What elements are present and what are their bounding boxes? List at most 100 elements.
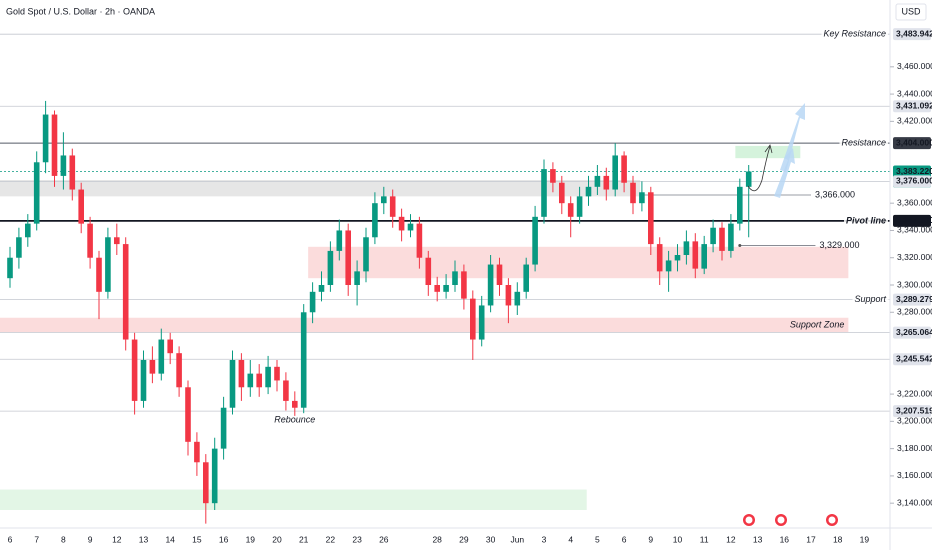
candle-body xyxy=(567,203,574,217)
candle-body xyxy=(648,192,654,245)
y-tick-label: 3,460.000 xyxy=(897,61,932,71)
price-label: 3,347.000 xyxy=(896,215,932,225)
level-name-bg xyxy=(843,214,888,227)
y-tick-label: 3,200.000 xyxy=(897,416,932,426)
candle-body xyxy=(541,169,547,217)
x-tick-label: 6 xyxy=(622,534,627,544)
candle-body xyxy=(389,196,396,217)
candle-body xyxy=(550,169,556,183)
y-tick-label: 3,300.000 xyxy=(897,279,932,289)
currency-box[interactable] xyxy=(895,3,927,21)
price-label-box xyxy=(893,28,931,41)
segment-dot xyxy=(738,243,742,247)
price-label-box xyxy=(893,100,931,113)
candle-body xyxy=(345,230,351,285)
x-tick-label: 9 xyxy=(648,534,653,544)
candle-body xyxy=(309,291,316,313)
candle-body xyxy=(176,353,182,388)
candle-body xyxy=(639,192,645,204)
y-tick-label: 3,440.000 xyxy=(897,88,932,98)
x-tick-label: 16 xyxy=(219,534,229,544)
candle-body xyxy=(452,271,458,285)
candle-body xyxy=(336,230,343,251)
axes: 3,140.000 3,160.000 3,180.000 3,200.000 3,22… xyxy=(8,28,932,544)
candle-body xyxy=(211,448,218,504)
price-label-box xyxy=(893,405,931,418)
candle-body xyxy=(69,155,76,190)
candle-body xyxy=(16,237,22,258)
price-label: 3,265.064 xyxy=(896,327,932,337)
x-tick-label: 16 xyxy=(780,534,790,544)
candle-body xyxy=(33,162,40,224)
price-label: 3,289.279 xyxy=(896,294,932,304)
y-tick-label: 3,420.000 xyxy=(897,116,932,126)
candle-body xyxy=(158,339,165,374)
candle-body xyxy=(274,366,280,381)
zone xyxy=(0,489,587,510)
candle-body xyxy=(674,255,681,261)
candle-body xyxy=(60,155,67,176)
candle-body xyxy=(363,237,369,272)
candle-body xyxy=(300,312,307,408)
blue-arrow xyxy=(780,103,805,172)
price-label: 3,383.220 xyxy=(896,166,932,176)
price-label: 3,483.942 xyxy=(896,28,932,38)
x-tick-label: 30 xyxy=(486,534,496,544)
candle-body xyxy=(292,400,298,408)
x-tick-label: 9 xyxy=(88,534,93,544)
candle-body xyxy=(559,182,565,204)
level-name: Resistance xyxy=(841,138,886,148)
level-name-bg xyxy=(821,27,888,40)
segment-label: 3,329.000 xyxy=(819,240,859,250)
candle-body xyxy=(256,373,262,388)
x-tick-label: 13 xyxy=(139,534,149,544)
candle-body xyxy=(327,250,334,285)
event-icons xyxy=(743,514,838,526)
candle-body xyxy=(42,114,49,163)
candle-body xyxy=(470,298,476,340)
candle-body xyxy=(621,155,627,183)
x-tick-label: 8 xyxy=(61,534,66,544)
candle-body xyxy=(532,216,538,265)
x-tick-label: 5 xyxy=(595,534,600,544)
x-tick-label: 19 xyxy=(246,534,256,544)
price-label-box xyxy=(893,175,931,188)
x-tick-label: 28 xyxy=(432,534,442,544)
x-tick-label: 6 xyxy=(8,534,13,544)
candle-body xyxy=(692,241,699,269)
currency[interactable]: USD xyxy=(901,6,921,16)
annotation: Rebounce xyxy=(274,414,315,424)
x-tick-label: 21 xyxy=(299,534,309,544)
candle-body xyxy=(140,360,147,401)
price-label: 3,376.000 xyxy=(896,176,932,186)
candle-body xyxy=(7,257,13,279)
x-tick-label: 22 xyxy=(326,534,336,544)
y-tick-label: 3,340.000 xyxy=(897,225,932,235)
price-label: 3,207.519 xyxy=(896,405,932,415)
candle-body xyxy=(122,244,129,340)
candle-body xyxy=(585,186,592,197)
candle-body xyxy=(665,260,672,272)
candle-body xyxy=(416,223,423,258)
x-tick-label: Jun xyxy=(510,534,524,544)
x-tick-label: 23 xyxy=(352,534,362,544)
candle-body xyxy=(594,175,601,187)
candle-body xyxy=(603,175,610,190)
candle-body xyxy=(229,360,236,408)
price-label: 3,245.542 xyxy=(896,354,932,364)
candle-body xyxy=(487,264,494,306)
price-label-box xyxy=(893,326,931,339)
candle-body xyxy=(398,216,405,231)
candle-body xyxy=(656,244,663,272)
candle-body xyxy=(728,223,734,251)
candle-body xyxy=(131,339,138,401)
candle-body xyxy=(78,189,84,224)
x-tick-label: 26 xyxy=(379,534,389,544)
x-tick-label: 10 xyxy=(673,534,683,544)
candle-body xyxy=(105,237,111,292)
candle-body xyxy=(318,285,325,292)
level-name: Support xyxy=(854,294,886,304)
candle-body xyxy=(149,360,156,374)
candle-body xyxy=(194,441,200,463)
